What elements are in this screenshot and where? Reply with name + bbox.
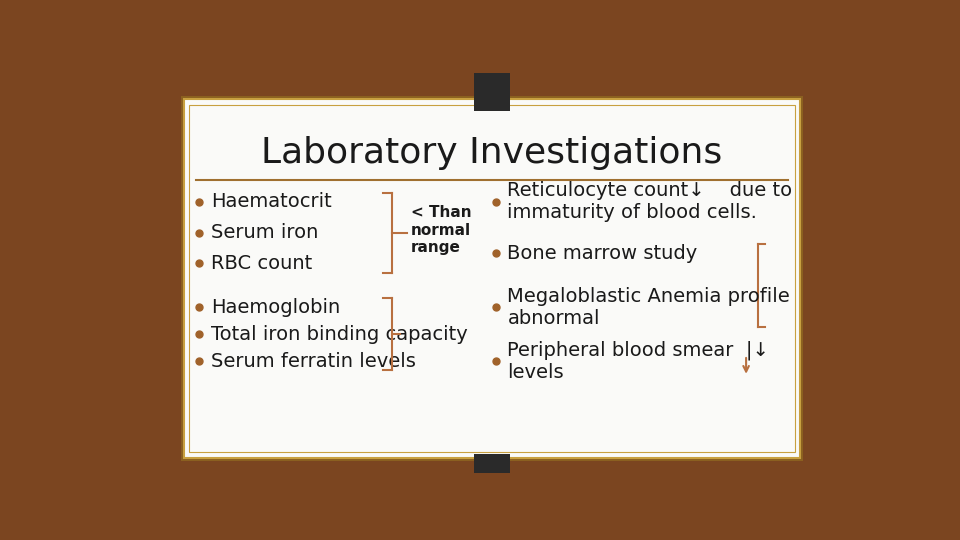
Text: Bone marrow study: Bone marrow study: [508, 244, 698, 263]
FancyBboxPatch shape: [184, 99, 800, 457]
Text: Serum ferratin levels: Serum ferratin levels: [211, 352, 416, 371]
Text: Peripheral blood smear  |↓
levels: Peripheral blood smear |↓ levels: [508, 341, 769, 382]
Text: RBC count: RBC count: [211, 254, 312, 273]
Text: Haemoglobin: Haemoglobin: [211, 298, 340, 317]
Text: Total iron binding capacity: Total iron binding capacity: [211, 325, 468, 344]
FancyBboxPatch shape: [180, 96, 804, 461]
Text: Laboratory Investigations: Laboratory Investigations: [261, 137, 723, 170]
Text: Serum iron: Serum iron: [211, 223, 319, 242]
FancyBboxPatch shape: [473, 454, 511, 473]
Text: Megaloblastic Anemia profile
abnormal: Megaloblastic Anemia profile abnormal: [508, 287, 790, 328]
FancyBboxPatch shape: [473, 72, 511, 111]
Text: Haematocrit: Haematocrit: [211, 192, 332, 211]
Text: Reticulocyte count↓    due to
immaturity of blood cells.: Reticulocyte count↓ due to immaturity of…: [508, 181, 793, 222]
Text: < Than
normal
range: < Than normal range: [411, 205, 471, 255]
